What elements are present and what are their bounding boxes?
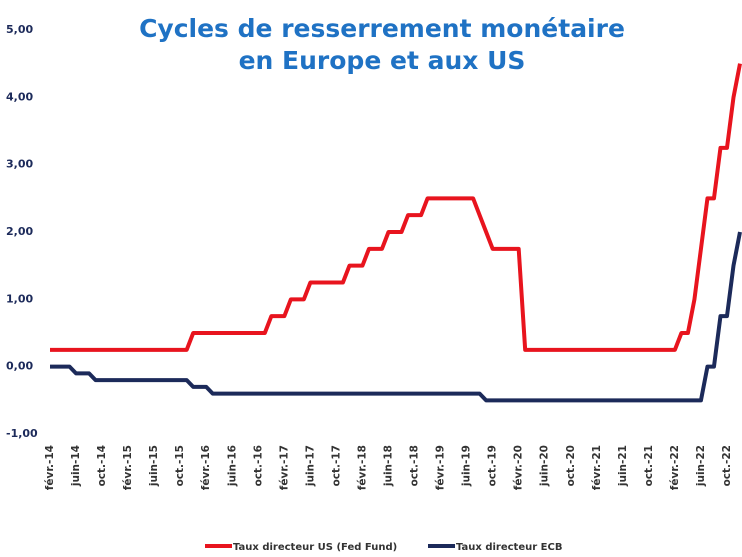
x-tick-label: juin-15: [148, 445, 160, 487]
chart-subtitle: en Europe et aux US: [239, 46, 526, 75]
x-tick-label: févr.-17: [278, 445, 290, 490]
x-tick-label: oct.-15: [174, 445, 186, 486]
x-tick-label: févr.-15: [122, 445, 134, 490]
x-tick-label: oct.-20: [565, 445, 577, 486]
x-tick-label: juin-19: [461, 445, 473, 487]
chart-title: Cycles de resserrement monétaire: [139, 14, 625, 43]
y-tick-label: 5,00: [6, 23, 33, 36]
x-tick-label: juin-20: [539, 445, 551, 487]
x-tick-label: oct.-19: [487, 445, 499, 486]
y-tick-label: 0,00: [6, 360, 33, 373]
y-tick-label: 2,00: [6, 225, 33, 238]
series-line: [50, 231, 742, 403]
x-tick-label: févr.-20: [513, 445, 525, 490]
x-tick-label: févr.-22: [669, 445, 681, 490]
x-tick-label: oct.-16: [252, 445, 264, 486]
y-tick-label: 3,00: [6, 158, 33, 171]
x-tick-label: juin-17: [304, 445, 316, 487]
x-tick-label: oct.-14: [96, 445, 108, 486]
x-tick-label: févr.-19: [435, 445, 447, 490]
y-tick-label: 1,00: [6, 292, 33, 305]
x-tick-label: juin-22: [695, 445, 707, 487]
y-tick-label: -1,00: [6, 427, 38, 440]
x-tick-label: oct.-18: [409, 445, 421, 486]
y-tick-label: 4,00: [6, 90, 33, 103]
x-tick-label: févr.-14: [44, 445, 56, 490]
x-tick-label: oct.-21: [643, 445, 655, 486]
x-tick-label: juin-21: [617, 445, 629, 487]
legend-label: Taux directeur US (Fed Fund): [233, 542, 397, 553]
series-line: [50, 63, 742, 352]
x-tick-label: oct.-17: [330, 445, 342, 486]
x-tick-label: févr.-18: [356, 445, 368, 490]
x-tick-label: juin-16: [226, 445, 238, 487]
x-tick-label: févr.-21: [591, 445, 603, 490]
legend-label: Taux directeur ECB: [456, 542, 562, 553]
x-tick-label: oct.-22: [721, 445, 733, 486]
x-tick-label: févr.-16: [200, 445, 212, 490]
x-tick-label: juin-18: [382, 445, 394, 487]
x-tick-label: juin-14: [70, 445, 82, 487]
